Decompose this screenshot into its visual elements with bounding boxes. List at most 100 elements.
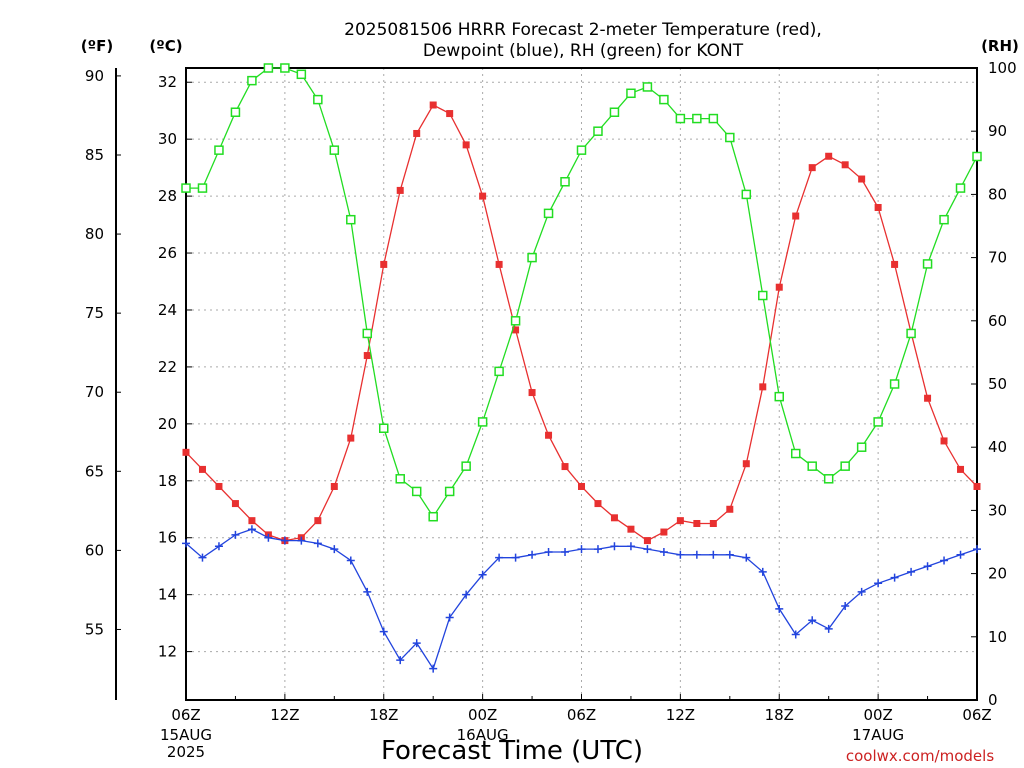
dewpoint-point	[198, 553, 207, 562]
dewpoint-point	[182, 539, 190, 548]
temperature-point	[759, 383, 767, 391]
x-tick-label: 18Z	[765, 706, 794, 724]
rh-point	[477, 417, 488, 427]
temperature-point	[380, 260, 388, 268]
dewpoint-point	[231, 530, 240, 539]
rh-tick-label: 70	[988, 249, 1007, 267]
celsius-tick-label: 26	[158, 244, 177, 262]
temperature-point	[940, 437, 948, 445]
dewpoint-series	[182, 525, 981, 673]
dewpoint-point	[692, 550, 701, 559]
dewpoint-point	[593, 545, 602, 554]
dewpoint-point	[709, 550, 718, 559]
rh-point	[725, 132, 735, 143]
x-tick-label: 12Z	[666, 706, 695, 724]
dewpoint-point	[923, 562, 932, 571]
x-date-label: 15AUG	[160, 726, 212, 744]
rh-point	[329, 145, 340, 155]
rh-unit-label: (RH)	[981, 37, 1019, 55]
dewpoint-point	[742, 553, 751, 562]
dewpoint-point	[907, 567, 916, 576]
temperature-point	[957, 465, 965, 473]
rh-series	[181, 63, 982, 522]
celsius-tick-label: 18	[158, 472, 177, 490]
dewpoint-point	[824, 624, 833, 633]
rh-point	[939, 214, 949, 225]
dewpoint-point	[956, 550, 965, 559]
rh-point	[675, 113, 686, 124]
rh-point	[543, 208, 554, 219]
dewpoint-point	[214, 542, 223, 551]
x-tick-label: 00Z	[863, 706, 892, 724]
fahrenheit-tick-label: 80	[85, 225, 104, 243]
dewpoint-point	[874, 579, 883, 588]
rh-point	[379, 423, 389, 433]
rh-point	[873, 417, 883, 427]
rh-point	[263, 63, 274, 73]
celsius-tick-label: 20	[158, 415, 177, 433]
dewpoint-point	[940, 556, 949, 565]
x-tick-label: 00Z	[468, 706, 497, 724]
temperature-point	[924, 394, 932, 402]
temperature-point	[578, 482, 585, 490]
chart-title-line-1: 2025081506 HRRR Forecast 2-meter Tempera…	[344, 20, 822, 40]
temperature-point	[726, 505, 734, 513]
temperature-point	[330, 482, 338, 490]
temperature-point	[792, 212, 800, 220]
temperature-point	[693, 519, 701, 527]
temperature-point	[182, 448, 190, 456]
temperature-point	[627, 525, 635, 533]
dewpoint-point	[973, 545, 981, 554]
rh-point	[708, 113, 719, 124]
x-date-label: 2025	[167, 743, 205, 761]
rh-point	[906, 328, 916, 339]
temperature-point	[413, 129, 421, 137]
dewpoint-point	[610, 542, 619, 551]
rh-point	[461, 461, 471, 471]
rh-point	[214, 145, 224, 155]
temperature-point	[561, 463, 569, 471]
fahrenheit-tick-label: 75	[85, 304, 104, 322]
chart-title-line-2: Dewpoint (blue), RH (green) for KONT	[423, 41, 744, 61]
temperature-point	[825, 152, 833, 160]
celsius-tick-label: 12	[158, 643, 177, 661]
dewpoint-point	[313, 539, 322, 548]
rh-point	[230, 107, 241, 117]
rh-point	[593, 126, 603, 136]
dewpoint-point	[412, 639, 421, 648]
fahrenheit-tick-label: 70	[85, 383, 104, 401]
temperature-point	[742, 460, 750, 468]
temperature-point	[479, 192, 487, 200]
x-tick-label: 12Z	[270, 706, 299, 724]
rh-point	[395, 474, 405, 484]
plot-frame	[185, 67, 978, 701]
dewpoint-point	[462, 590, 471, 599]
credit-label: coolwx.com/models	[846, 747, 994, 765]
rh-point	[247, 75, 257, 86]
rh-point	[527, 252, 537, 263]
series-layer	[181, 63, 982, 673]
dewpoint-point	[429, 664, 438, 673]
x-tick-label: 18Z	[369, 706, 398, 724]
temperature-point	[709, 519, 717, 527]
dewpoint-point	[280, 536, 289, 545]
rh-point	[313, 94, 323, 105]
celsius-unit-label: (ºC)	[149, 37, 182, 55]
rh-point	[642, 82, 653, 92]
x-tick-label: 06Z	[962, 706, 991, 724]
temperature-point	[660, 528, 668, 536]
dewpoint-point	[379, 627, 388, 636]
x-tick-label: 06Z	[171, 706, 200, 724]
temperature-point	[775, 283, 783, 291]
dewpoint-point	[841, 602, 850, 611]
temperature-point	[314, 517, 322, 525]
rh-point	[362, 328, 373, 339]
rh-point	[692, 113, 702, 124]
rh-point	[560, 177, 570, 187]
fahrenheit-tick-label: 85	[85, 146, 104, 164]
fahrenheit-tick-label: 60	[85, 541, 104, 559]
dewpoint-point	[561, 547, 570, 556]
temperature-point	[610, 514, 618, 522]
dewpoint-point	[725, 550, 734, 559]
rh-point	[922, 259, 933, 269]
